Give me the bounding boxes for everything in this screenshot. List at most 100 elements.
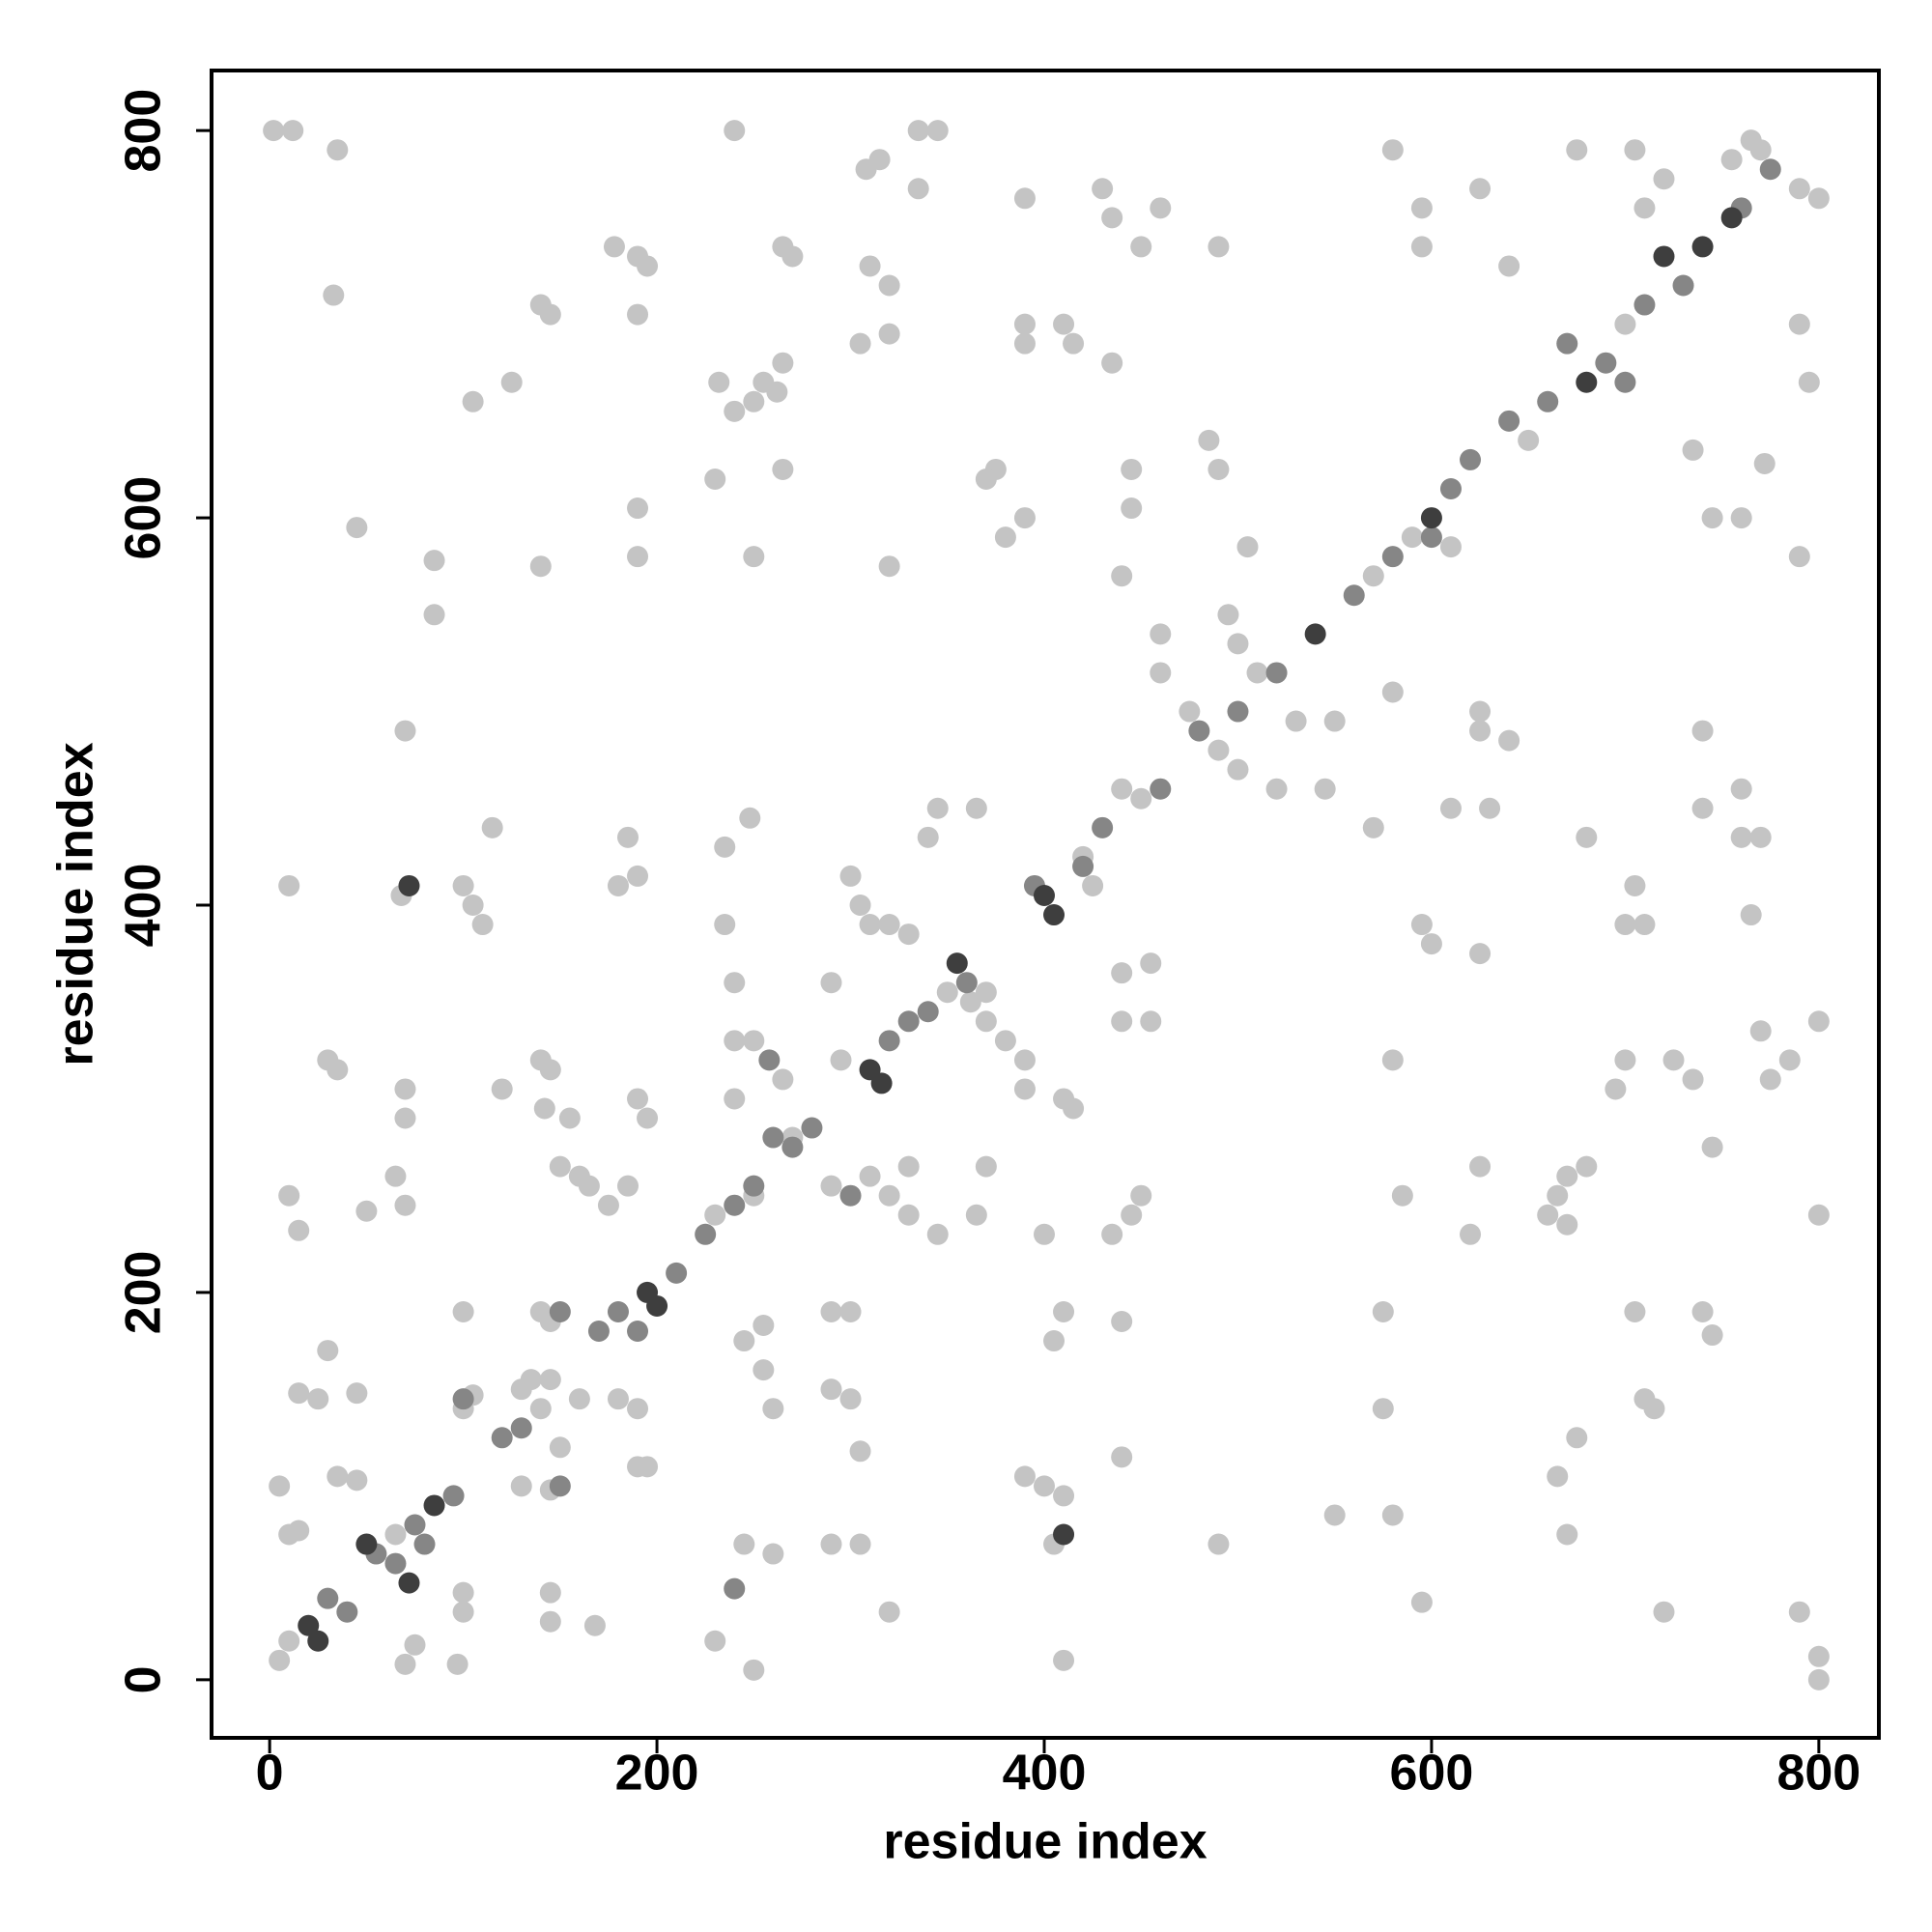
point xyxy=(529,294,552,316)
point xyxy=(288,1219,310,1241)
point xyxy=(1285,710,1307,732)
point xyxy=(1547,1184,1569,1207)
point xyxy=(529,1398,552,1420)
point xyxy=(1179,700,1201,723)
point xyxy=(1121,458,1143,480)
point xyxy=(603,236,625,258)
point xyxy=(1643,1398,1665,1420)
point xyxy=(549,1300,571,1322)
point xyxy=(1634,914,1656,936)
point xyxy=(327,1059,349,1081)
point xyxy=(394,1107,416,1129)
point xyxy=(1013,187,1036,210)
point xyxy=(743,1175,765,1197)
point xyxy=(327,1465,349,1488)
point xyxy=(627,1321,649,1343)
point xyxy=(384,1552,407,1575)
point xyxy=(781,1136,804,1158)
point xyxy=(627,1088,649,1110)
point xyxy=(627,546,649,568)
point xyxy=(346,517,368,539)
point xyxy=(1053,313,1075,335)
point xyxy=(1439,536,1462,558)
point xyxy=(355,1533,378,1555)
point xyxy=(1013,313,1036,335)
point xyxy=(533,1097,555,1120)
point xyxy=(616,1175,639,1197)
point xyxy=(753,1359,775,1381)
point xyxy=(1691,720,1714,742)
point xyxy=(1101,1223,1123,1245)
point xyxy=(1788,1601,1810,1623)
point xyxy=(772,1068,794,1091)
point xyxy=(1778,1049,1801,1071)
point xyxy=(1556,1165,1578,1187)
point xyxy=(1701,1136,1723,1158)
point xyxy=(743,390,765,412)
point xyxy=(423,1494,445,1517)
point xyxy=(1788,546,1810,568)
point xyxy=(1798,371,1820,393)
point xyxy=(1566,1427,1588,1449)
point xyxy=(820,1378,842,1401)
point xyxy=(384,1165,407,1187)
point xyxy=(1208,236,1230,258)
point xyxy=(1576,1155,1598,1178)
point xyxy=(298,1614,320,1636)
point xyxy=(1498,410,1520,432)
point xyxy=(766,381,788,403)
point xyxy=(1576,826,1598,848)
point xyxy=(587,1321,610,1343)
point xyxy=(1013,1465,1036,1488)
point xyxy=(839,1388,862,1410)
point xyxy=(1323,1504,1346,1526)
point xyxy=(1420,526,1442,549)
point xyxy=(1518,429,1540,451)
y-tick-label: 600 xyxy=(116,476,172,560)
x-axis-title: residue index xyxy=(883,1814,1207,1870)
point xyxy=(1410,914,1433,936)
point xyxy=(627,1398,649,1420)
point xyxy=(917,826,939,848)
point xyxy=(1469,1155,1492,1178)
point xyxy=(1381,1049,1404,1071)
point xyxy=(637,1456,659,1478)
point xyxy=(926,120,949,142)
point xyxy=(384,1523,407,1546)
point xyxy=(1691,1300,1714,1322)
point xyxy=(849,1533,871,1555)
point xyxy=(801,1117,823,1139)
point xyxy=(714,914,736,936)
point xyxy=(859,255,881,277)
point xyxy=(1381,546,1404,568)
point xyxy=(1807,187,1830,210)
point xyxy=(1410,1591,1433,1613)
point xyxy=(1634,197,1656,219)
point xyxy=(355,1200,378,1222)
point xyxy=(346,1382,368,1405)
point xyxy=(1217,604,1239,626)
point xyxy=(714,836,736,858)
point xyxy=(394,720,416,742)
point xyxy=(1469,720,1492,742)
point xyxy=(758,1049,781,1071)
point xyxy=(1092,816,1114,838)
point xyxy=(1401,526,1423,549)
point xyxy=(317,1340,339,1362)
point xyxy=(404,1514,426,1536)
point xyxy=(398,874,420,896)
point xyxy=(481,816,503,838)
point xyxy=(1053,1523,1075,1546)
point xyxy=(398,1572,420,1594)
point xyxy=(878,1184,900,1207)
point xyxy=(1672,274,1694,297)
point xyxy=(1556,1523,1578,1546)
point xyxy=(1537,1204,1559,1226)
point xyxy=(781,245,804,268)
point xyxy=(510,1475,532,1497)
point xyxy=(539,1610,561,1633)
point xyxy=(1547,1465,1569,1488)
point xyxy=(278,1184,300,1207)
point xyxy=(1130,1184,1152,1207)
